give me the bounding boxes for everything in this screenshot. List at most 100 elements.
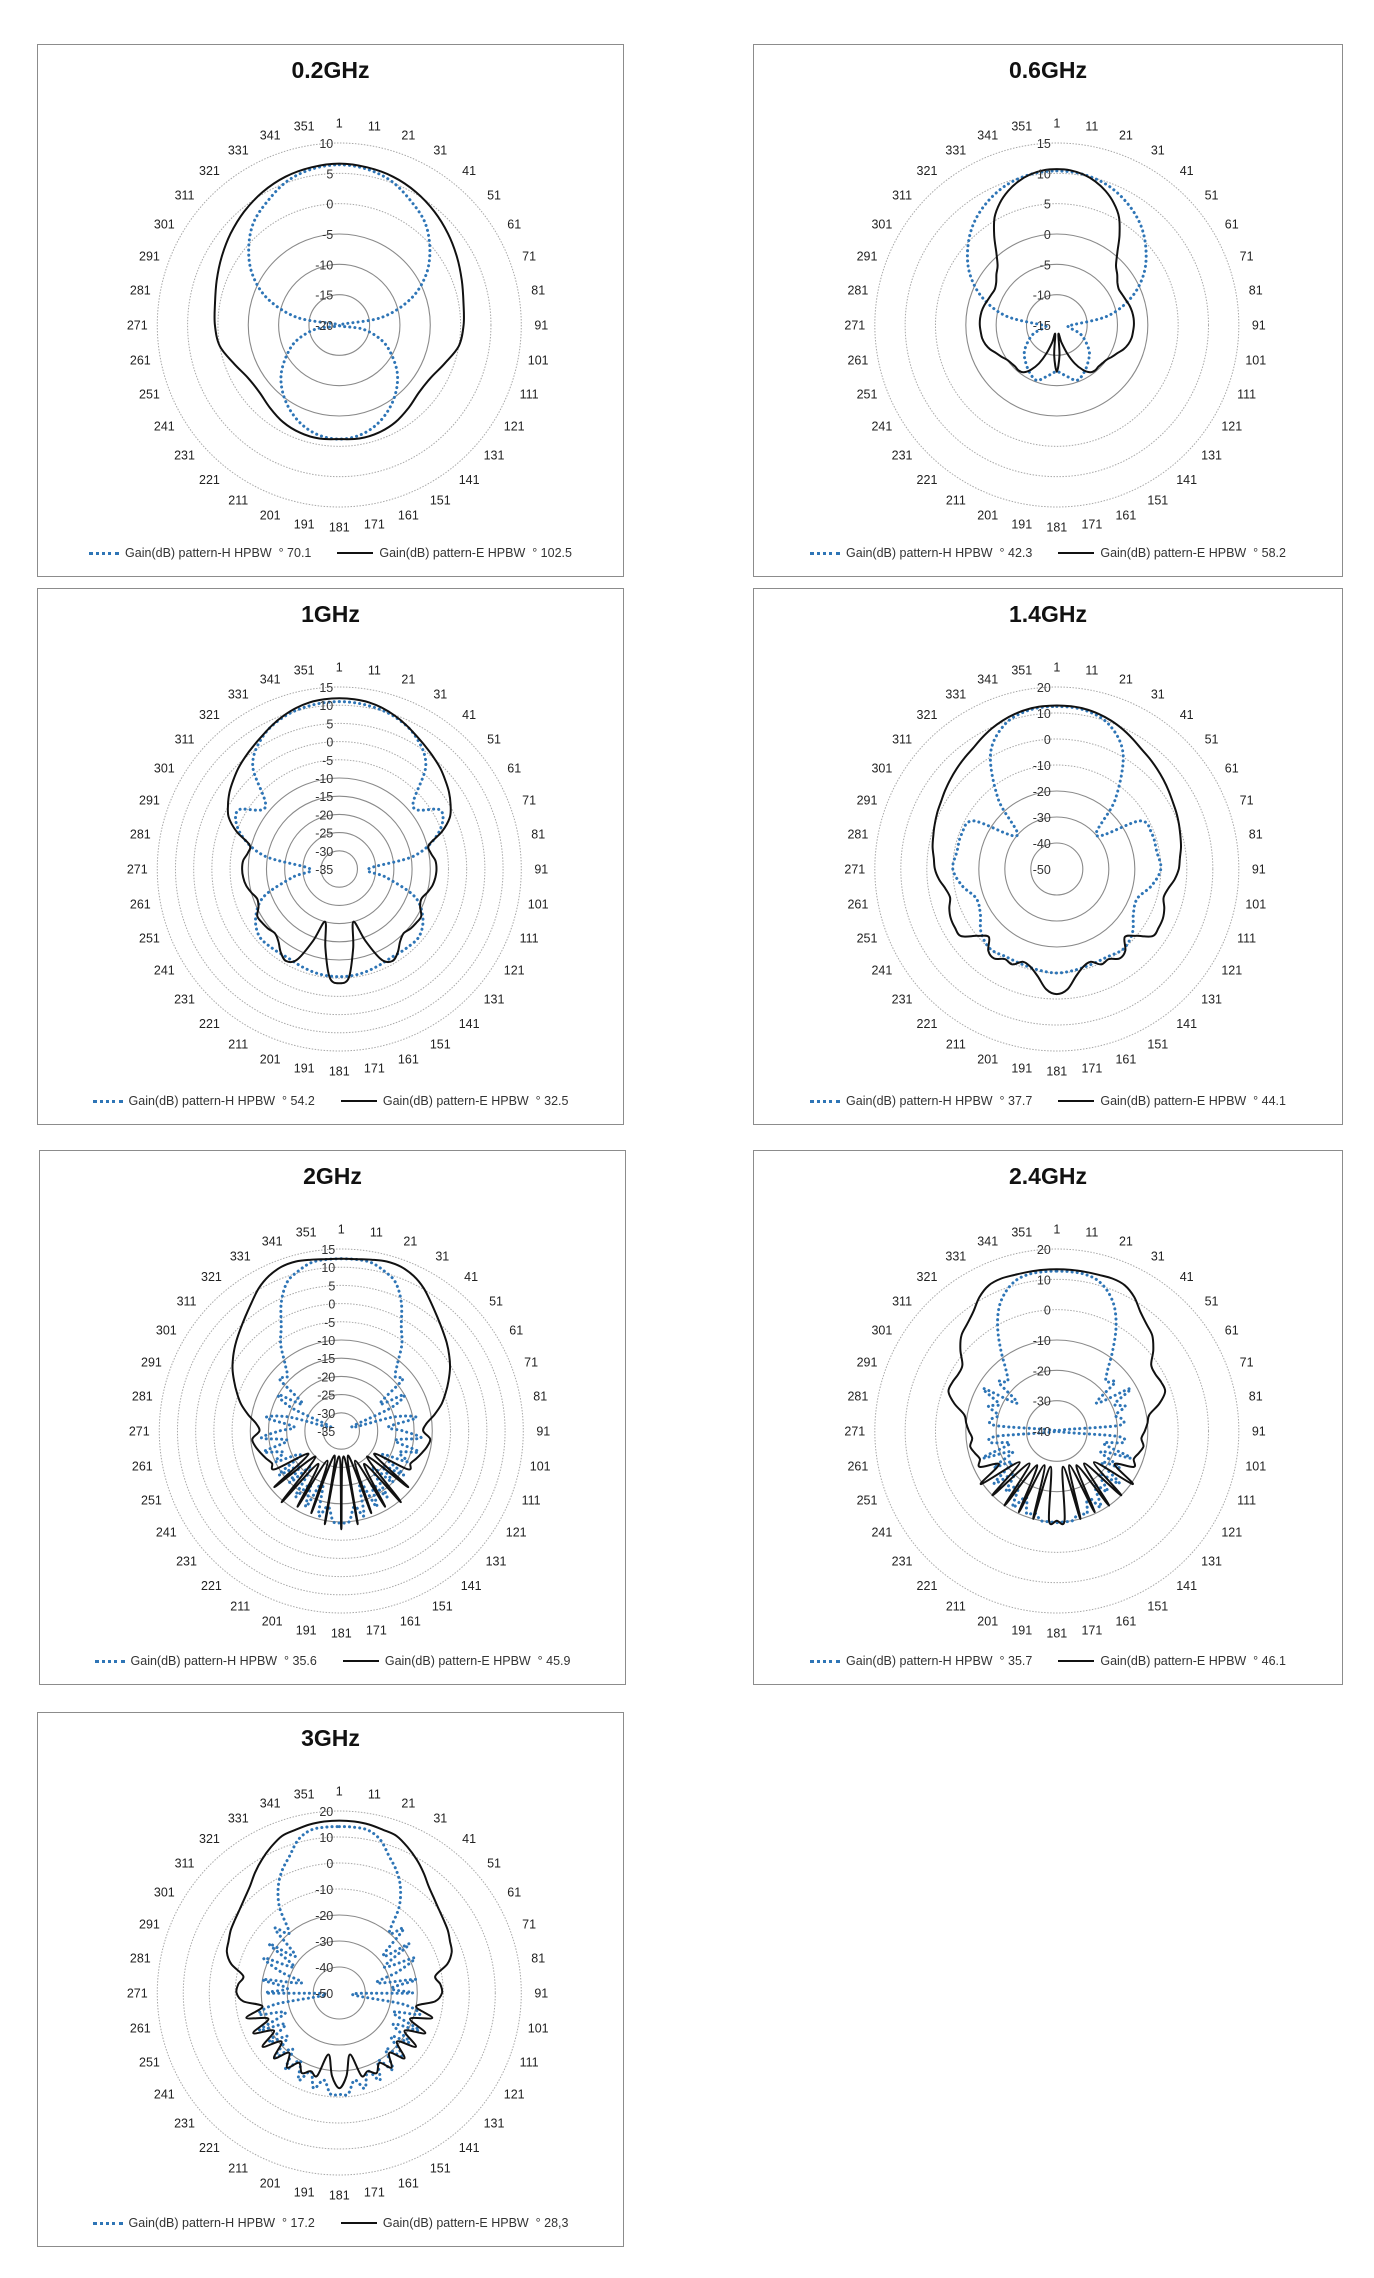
angle-tick-label: 311 xyxy=(892,189,912,203)
grid-ring xyxy=(234,1888,444,2098)
dotted-line-swatch-icon xyxy=(92,1099,123,1103)
radial-tick-label: -10 xyxy=(315,258,333,272)
angle-tick-label: 251 xyxy=(857,1494,878,1508)
angle-tick-label: 311 xyxy=(177,1295,197,1309)
angle-tick-label: 11 xyxy=(368,120,381,134)
angle-tick-label: 91 xyxy=(1252,319,1266,333)
angle-tick-label: 231 xyxy=(174,2116,195,2130)
legend-label: Gain(dB) pattern-E HPBW ° 44.1 xyxy=(1100,1094,1286,1108)
angle-tick-label: 31 xyxy=(433,1812,447,1826)
angle-tick-label: 261 xyxy=(847,1460,868,1474)
radial-tick-label: -20 xyxy=(317,1370,335,1384)
polar-plot: 1 112131415161718191101111121131141151161… xyxy=(129,1223,551,1641)
angle-tick-label: 121 xyxy=(1221,420,1242,434)
legend-label: Gain(dB) pattern-E HPBW ° 32.5 xyxy=(382,1094,569,1108)
legend-item-e: Gain(dB) pattern-E HPBW ° 28,3 xyxy=(340,2216,568,2230)
angle-tick-label: 1 xyxy=(1053,117,1060,131)
angle-tick-label: 241 xyxy=(156,1526,177,1540)
angle-tick-label: 191 xyxy=(296,1623,317,1637)
angle-tick-label: 31 xyxy=(1151,688,1165,702)
angle-tick-label: 221 xyxy=(917,1579,938,1593)
angle-tick-label: 311 xyxy=(892,733,912,747)
angle-tick-label: 351 xyxy=(1011,664,1032,678)
angle-tick-label: 331 xyxy=(228,144,249,158)
angle-tick-label: 11 xyxy=(1085,1226,1098,1240)
angle-tick-label: 141 xyxy=(1176,473,1197,487)
angle-tick-label: 11 xyxy=(1085,664,1098,678)
legend-label: Gain(dB) pattern-E HPBW ° 45.9 xyxy=(384,1654,571,1668)
angle-tick-label: 351 xyxy=(294,120,315,134)
legend-label: Gain(dB) pattern-E HPBW ° 46.1 xyxy=(1100,1654,1286,1668)
angle-tick-label: 301 xyxy=(154,218,175,232)
polar-plot: 1 112131415161718191101111121131141151161… xyxy=(844,661,1266,1079)
legend: Gain(dB) pattern-H HPBW ° 35.7 Gain(dB) … xyxy=(754,1654,1342,1668)
angle-tick-label: 241 xyxy=(871,420,892,434)
grid-ring xyxy=(995,263,1119,387)
chart-title: 0.2GHz xyxy=(291,57,370,83)
radial-tick-label: 0 xyxy=(326,1857,333,1871)
legend-item-e: Gain(dB) pattern-E HPBW ° 102.5 xyxy=(337,546,572,560)
angle-tick-label: 171 xyxy=(1081,1061,1102,1075)
legend-item-e: Gain(dB) pattern-E HPBW ° 45.9 xyxy=(342,1654,571,1668)
legend-label: Gain(dB) pattern-E HPBW ° 58.2 xyxy=(1100,546,1286,560)
series-line-pattern-e xyxy=(213,162,465,441)
grid-ring xyxy=(158,1248,524,1614)
radial-tick-label: 0 xyxy=(1044,1304,1051,1318)
angle-tick-label: 51 xyxy=(1205,733,1219,747)
angle-tick-label: 41 xyxy=(464,1270,478,1284)
angle-tick-label: 351 xyxy=(296,1226,317,1240)
legend-item-h: Gain(dB) pattern-H HPBW ° 35.7 xyxy=(810,1654,1032,1668)
dotted-line-swatch-icon xyxy=(810,551,841,555)
angle-tick-label: 151 xyxy=(1147,493,1168,507)
angle-tick-label: 171 xyxy=(1081,517,1102,531)
angle-tick-label: 111 xyxy=(1237,1494,1256,1508)
angle-tick-label: 321 xyxy=(199,708,220,722)
legend-item-e: Gain(dB) pattern-E HPBW ° 44.1 xyxy=(1058,1094,1286,1108)
grid-ring xyxy=(213,1303,470,1559)
grid-ring xyxy=(1030,842,1084,896)
angle-tick-label: 111 xyxy=(520,388,539,402)
angle-tick-label: 231 xyxy=(176,1554,197,1568)
angle-tick-label: 151 xyxy=(430,1037,451,1051)
angle-tick-label: 281 xyxy=(847,283,868,297)
radial-tick-label: -20 xyxy=(315,1909,333,1923)
chart-panel-2ghz: 1 11 21 31 41 51 61 71 81 91 101 111 121 131 141 151 161… xyxy=(39,1150,626,1685)
angle-tick-label: 321 xyxy=(917,708,938,722)
angle-tick-label: 111 xyxy=(1237,932,1256,946)
series-line-pattern-h xyxy=(951,705,1163,975)
angle-tick-label: 231 xyxy=(174,448,195,462)
angle-tick-label: 221 xyxy=(917,473,938,487)
grid-ring xyxy=(322,1412,361,1450)
radial-tick-label: 20 xyxy=(1037,1243,1051,1257)
angle-tick-label: 131 xyxy=(484,448,505,462)
angle-tick-label: 311 xyxy=(175,1857,195,1871)
grid-ring xyxy=(874,686,1240,1052)
grid-ring xyxy=(208,1862,470,2124)
angle-tick-label: 161 xyxy=(398,2176,419,2190)
angle-tick-label: 21 xyxy=(1119,129,1133,143)
angle-tick-label: 141 xyxy=(1176,1579,1197,1593)
chart-panel-2.4ghz: 1 11 21 31 41 51 61 71 81 91 101 111 121 131 141 151 161… xyxy=(753,1150,1343,1685)
angle-tick-label: 301 xyxy=(871,762,892,776)
dotted-line-swatch-icon xyxy=(810,1659,841,1663)
angle-tick-label: 201 xyxy=(977,1614,998,1628)
angle-tick-label: 171 xyxy=(364,1061,385,1075)
angle-tick-label: 201 xyxy=(262,1614,283,1628)
chart-title: 2.4GHz xyxy=(1009,1163,1087,1189)
angle-tick-label: 101 xyxy=(530,1460,551,1474)
angle-tick-label: 241 xyxy=(871,964,892,978)
angle-tick-label: 291 xyxy=(857,1355,878,1369)
grid-ring xyxy=(874,1248,1240,1614)
radial-tick-label: 15 xyxy=(321,1243,335,1257)
radial-tick-label: 10 xyxy=(1037,707,1051,721)
legend: Gain(dB) pattern-H HPBW ° 42.3 Gain(dB) … xyxy=(754,546,1342,560)
angle-tick-label: 281 xyxy=(130,1951,151,1965)
angle-tick-label: 111 xyxy=(1237,388,1256,402)
grid-ring xyxy=(211,741,468,997)
angle-tick-label: 181 xyxy=(1046,1627,1067,1641)
angle-tick-label: 271 xyxy=(844,1425,865,1439)
polar-plot: 1 112131415161718191101111121131141151161… xyxy=(844,1223,1266,1641)
angle-tick-label: 31 xyxy=(435,1250,449,1264)
legend-label: Gain(dB) pattern-H HPBW ° 42.3 xyxy=(846,546,1033,560)
angle-tick-label: 211 xyxy=(228,1037,248,1051)
